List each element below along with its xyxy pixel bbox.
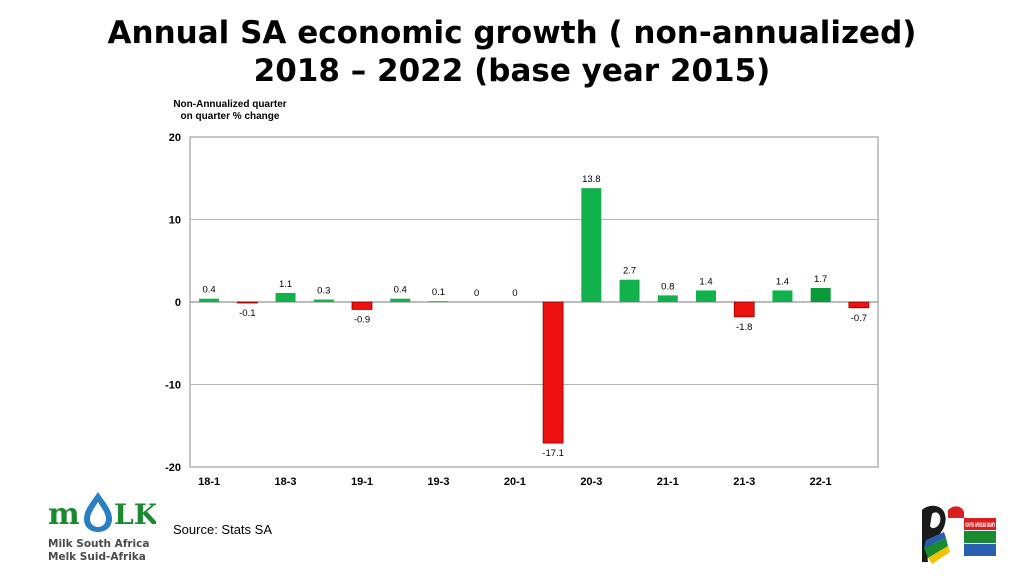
milk-south-africa-logo: m LK Milk South Africa Melk Suid-Afrika: [46, 486, 160, 566]
bar-19-1: [351, 301, 373, 310]
bar-20-3: [581, 188, 602, 302]
data-label: 1.4: [776, 276, 789, 287]
data-label: 0.4: [203, 285, 216, 296]
bar-18-3: [275, 292, 296, 302]
svg-text:m: m: [48, 497, 80, 532]
y-tick-label: 10: [169, 215, 181, 227]
bar-21-1: [657, 295, 678, 302]
x-tick-label: 21-3: [733, 476, 755, 488]
x-tick-label: 19-1: [351, 476, 373, 488]
dairy-logo-text: SOUTH AFRICAN DAIRY: [965, 522, 995, 529]
bar-22-1: [810, 287, 831, 302]
bar-18-4: [313, 299, 334, 302]
y-tick-label: 20: [169, 132, 181, 144]
y-tick-label: -20: [165, 462, 181, 474]
data-label: 1.7: [814, 274, 827, 285]
gridlines: [190, 219, 878, 385]
x-tick-labels: 18-1 18-3 19-1 19-3 20-1 20-3 21-1 21-3 22-1: [198, 476, 832, 488]
data-label: -0.9: [354, 314, 370, 325]
data-label: -0.7: [851, 313, 867, 324]
dairy-logo-mark: SOUTH AFRICAN DAIRY: [922, 505, 996, 564]
bar-22-2: [848, 301, 870, 309]
logo-tagline-english: Milk South Africa: [48, 538, 150, 550]
data-label: 0.1: [432, 287, 445, 298]
data-label: 0: [512, 288, 517, 299]
y-axis-label-line-1: Non-Annualized quarter: [173, 99, 287, 110]
data-label: 13.8: [582, 174, 601, 185]
svg-text:LK: LK: [114, 498, 156, 531]
y-tick-label: 0: [175, 297, 181, 309]
y-axis-label: Non-Annualized quarter on quarter % chan…: [140, 99, 320, 123]
x-tick-label: 20-3: [580, 476, 602, 488]
data-label: -1.8: [736, 322, 752, 333]
chart-title: Annual SA economic growth ( non-annualiz…: [0, 14, 1024, 90]
x-tick-label: 21-1: [657, 476, 679, 488]
bar-19-3: [428, 301, 449, 303]
x-tick-label: 22-1: [810, 476, 832, 488]
data-label: 2.7: [623, 266, 636, 277]
bar-21-2: [696, 290, 716, 302]
x-tick-label: 19-3: [427, 476, 449, 488]
data-label: 1.1: [279, 279, 292, 290]
bar-18-1: [199, 298, 220, 302]
x-tick-label: 18-1: [198, 476, 220, 488]
bar-21-3: [733, 301, 755, 318]
x-tick-label: 18-3: [275, 476, 297, 488]
data-label: -17.1: [542, 448, 564, 459]
y-tick-labels: -20 -10 0 10 20: [165, 132, 181, 474]
data-label: 0: [474, 288, 479, 299]
south-african-dairy-logo: SOUTH AFRICAN DAIRY: [918, 500, 998, 568]
y-tick-label: -10: [165, 380, 181, 392]
data-label: 0.8: [661, 281, 674, 292]
milk-logo-mark: m LK: [48, 492, 160, 532]
data-label: 0.3: [317, 286, 330, 297]
data-label: 0.4: [394, 285, 407, 296]
bar-19-2: [390, 298, 411, 302]
bar-21-4: [772, 290, 793, 302]
data-label: -0.1: [239, 308, 255, 319]
source-note: Source: Stats SA: [173, 522, 272, 537]
bar-20-4: [619, 279, 640, 302]
y-axis-label-line-2: on quarter % change: [180, 111, 280, 122]
data-labels: 0.4 -0.1 1.1 0.3 -0.9 0.4 0.1 0 0 -17.1 13.8 2.7 0.8…: [203, 174, 868, 459]
data-label: 1.4: [699, 276, 712, 287]
bars: [199, 188, 870, 444]
bar-20-2: [542, 301, 564, 444]
title-line-2: 2018 – 2022 (base year 2015): [253, 53, 771, 89]
logo-tagline-afrikaans: Melk Suid-Afrika: [48, 551, 146, 563]
bar-18-2: [236, 301, 258, 304]
title-line-1: Annual SA economic growth ( non-annualiz…: [107, 15, 917, 51]
x-tick-label: 20-1: [504, 476, 526, 488]
